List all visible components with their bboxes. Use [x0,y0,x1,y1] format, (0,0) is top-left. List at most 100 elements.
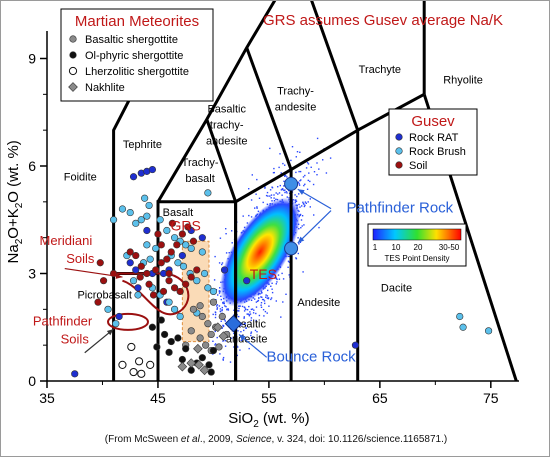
tes-point [280,189,283,191]
rock-brush-point [165,298,173,306]
tes-point [214,344,216,346]
tes-point [219,287,221,289]
tes-point [250,332,252,334]
nakhlite-point [177,361,188,372]
rock-brush-point [143,241,151,249]
tes-point [299,180,301,182]
x-tick-label: 55 [261,390,277,406]
soil-point [184,223,192,231]
tes-point [233,346,235,348]
field-label: Basaltic [207,103,246,115]
tes-point [254,298,256,300]
tes-point [307,201,309,203]
tes-point [265,296,267,298]
field-label: Foidite [64,171,97,183]
tes-colorbar: 1 10 20 30-50 TES Point Density [367,223,467,267]
tes-point [219,310,222,312]
soil-point [182,280,190,288]
tes-point [212,353,214,355]
tes-point [299,213,302,216]
soil-point [165,277,173,285]
tes-point [258,297,260,299]
rock-rat-point [178,251,186,260]
tes-point [260,302,263,304]
field-label: trachy- [210,119,244,131]
tes-point [214,313,217,316]
tes-point [218,262,221,264]
basaltic-shergottite-point [196,334,204,342]
field-boundary [245,47,293,171]
tes-point [309,198,311,200]
soil-point [157,241,165,249]
rock-rat-point [134,284,142,292]
tes-point [261,298,264,301]
basaltic-shergottite-point [202,341,210,349]
tes-point [240,331,242,333]
tes-point [250,216,253,218]
tes-point [242,215,244,217]
rock-brush-point [459,323,467,331]
tes-point [270,297,273,299]
tes-point [225,233,227,235]
tes-point [303,205,306,208]
tes-point [250,199,253,201]
tes-point [277,274,280,276]
rock-brush-point [170,234,179,242]
tes-point [282,188,284,190]
tes-point [268,305,270,307]
tes-point [266,295,269,297]
annotation-label: Pathfinder [33,313,93,328]
tes-point [223,319,226,321]
tes-point [296,151,299,153]
tes-point [222,340,224,342]
rock-brush-point [204,284,212,292]
annotations: GRS TES Meridiani Soils Pathfinder Soils Pathf… [33,188,454,365]
y-tick-label: 3 [28,266,36,282]
soil-point [132,251,140,260]
tes-point [291,146,294,148]
tes-point [222,301,224,304]
tes-point [269,195,271,197]
basaltic-shergottite-point [196,302,204,310]
tes-point [243,310,246,312]
legend-marker [68,82,78,92]
rock-brush-point [129,277,138,285]
y-tick-label: 6 [28,158,36,174]
tes-point [285,191,288,193]
tes-point [216,336,218,339]
tes-point [270,298,272,301]
tes-point [287,260,290,262]
basaltic-shergottite-point [198,312,206,321]
rock-brush-point [146,255,154,263]
legend-entry: Lherzolitic shergottite [85,66,189,78]
tes-point [246,309,249,311]
tes-density-cloud [211,137,332,363]
tes-point [299,241,302,243]
tes-point [248,313,250,316]
tes-point [275,276,277,278]
tes-point [301,215,304,217]
tes-point [292,199,295,201]
tes-point [325,172,328,174]
field-label: andesite [275,101,317,113]
tes-point [300,179,302,181]
rock-rat-point [129,173,138,181]
rock-brush-point [200,269,209,278]
tes-point [248,305,250,308]
tes-point [238,310,240,312]
tes-point [241,324,243,326]
tes-point [238,307,240,310]
tes-point [256,331,258,333]
pathfinder-rock-point [284,241,299,256]
tes-point [286,196,288,198]
soil-point [187,273,195,281]
tes-point [256,300,259,302]
tes-point [224,320,226,322]
tes-point [239,349,241,351]
rock-brush-point [174,259,182,267]
rock-rat-point [148,165,157,174]
rock-brush-point [112,320,120,328]
tes-point [270,194,273,196]
basaltic-shergottite-point [204,320,212,328]
nakhlite-point [194,360,204,370]
